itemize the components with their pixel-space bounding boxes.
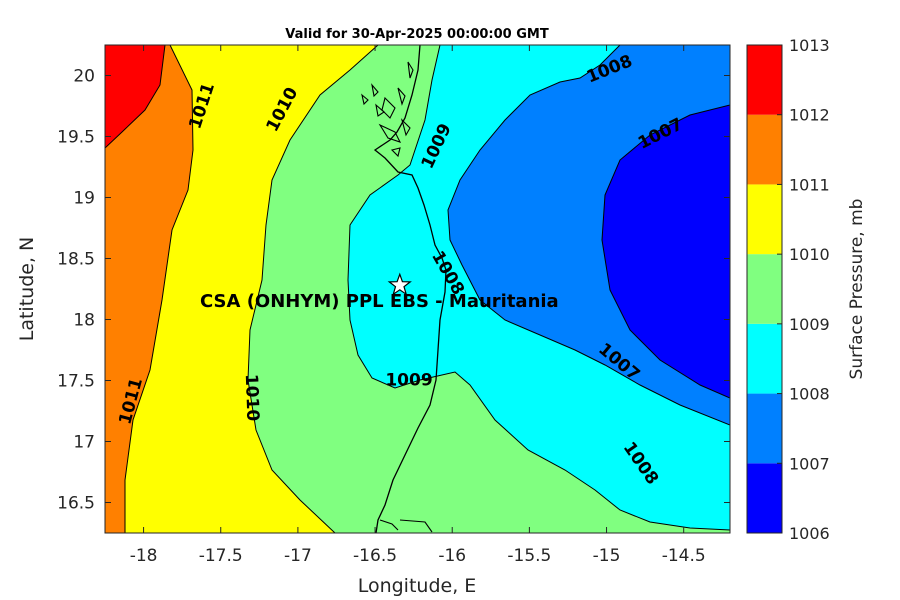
y-axis: 16.5 17 17.5 18 18.5 19 19.5 20 xyxy=(57,67,730,514)
x-tick-label: -17.5 xyxy=(199,546,243,566)
colorbar-swatch xyxy=(747,114,782,185)
site-marker xyxy=(387,272,412,296)
colorbar-tick-label: 1013 xyxy=(789,36,830,55)
y-tick-label: 19.5 xyxy=(57,128,95,148)
plot-frame xyxy=(104,44,731,534)
y-tick-label: 18 xyxy=(73,311,95,331)
colorbar-swatch xyxy=(747,254,782,324)
y-tick-label: 19 xyxy=(73,189,95,209)
x-axis: -18 -17.5 -17 -16.5 -16 -15.5 -15 -14.5 xyxy=(130,45,706,566)
y-tick-label: 16.5 xyxy=(57,494,95,514)
y-tick-label: 20 xyxy=(73,67,95,87)
colorbar-swatch xyxy=(747,45,782,115)
contour-lines xyxy=(105,45,730,533)
contour-label: 1009 xyxy=(385,371,432,391)
x-tick-label: -16.5 xyxy=(353,546,397,566)
figure-title: Valid for 30-Apr-2025 00:00:00 GMT xyxy=(285,27,549,42)
x-axis-label: Longitude, E xyxy=(358,575,477,597)
site-label: CSA (ONHYM) PPL EBS - Mauritania xyxy=(200,291,559,312)
coastline xyxy=(373,45,447,533)
x-tick-label: -16 xyxy=(438,546,466,566)
colorbar-swatch xyxy=(747,323,782,394)
contour-label: 1010 xyxy=(241,374,263,422)
colorbar-swatch xyxy=(747,184,782,255)
colorbar-swatch xyxy=(747,463,782,533)
x-tick-label: -18 xyxy=(130,546,158,566)
star-icon xyxy=(387,272,412,296)
colorbar-tick-label: 1007 xyxy=(789,454,830,473)
colorbar-tick-label: 1010 xyxy=(789,245,830,264)
colorbar-tick-label: 1011 xyxy=(789,175,830,194)
band-1006 xyxy=(602,105,730,398)
colorbar-swatch xyxy=(747,393,782,464)
colorbar-frame xyxy=(746,44,783,534)
colorbar-label: Surface Pressure, mb xyxy=(847,199,867,380)
x-tick-label: -14.5 xyxy=(662,546,706,566)
colorbar: 1006 1007 1008 1009 1010 1011 1012 1013 xyxy=(746,36,830,543)
banc-arguin-islands xyxy=(361,61,433,533)
y-tick-label: 17.5 xyxy=(57,372,95,392)
colorbar-tick-label: 1009 xyxy=(789,315,830,334)
y-tick-label: 17 xyxy=(73,433,95,453)
x-tick-label: -15 xyxy=(593,546,621,566)
colorbar-tick-label: 1008 xyxy=(789,385,830,404)
y-tick-label: 18.5 xyxy=(57,250,95,270)
colorbar-tick-label: 1012 xyxy=(789,106,830,125)
x-tick-label: -17 xyxy=(284,546,312,566)
y-axis-label: Latitude, N xyxy=(16,237,38,342)
colorbar-tick-label: 1006 xyxy=(789,524,830,543)
x-tick-label: -15.5 xyxy=(507,546,551,566)
